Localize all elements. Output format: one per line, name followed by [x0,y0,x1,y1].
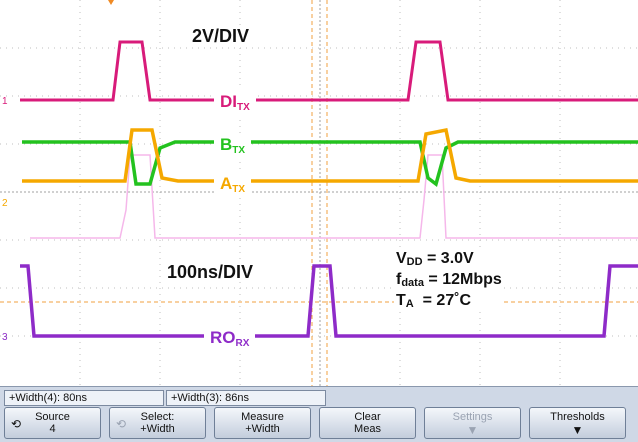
ch-ro-marker: 3 [2,332,8,343]
trace-pale [30,154,638,239]
trigger-marker-icon [108,0,114,5]
rotate-knob-icon: ⟲ [11,417,22,431]
volts-per-div-label: 2V/DIV [190,26,252,46]
down-arrow-icon: ▼ [466,423,479,437]
waveform-screen: 1 2 3 [0,0,638,386]
b-tx-label: BTX [214,133,252,158]
trace-di [20,40,638,102]
cursor-lines [0,0,638,386]
source-softkey[interactable]: ⟲ Source 4 [4,407,101,439]
fdata-condition: fdata = 12Mbps [396,270,502,289]
ro-rx-label: RORX [204,326,256,351]
a-tx-label: ATX [214,172,252,197]
time-per-div-label: 100ns/DIV [165,262,256,282]
measure-softkey[interactable]: Measure +Width [214,407,311,439]
rotate-knob-icon: ⟲ [116,417,127,431]
vdd-condition: VDD = 3.0V [396,250,474,268]
ta-condition: TA = 27˚C [396,291,472,310]
center-axes [0,0,638,386]
trace-a [22,127,638,183]
down-arrow-icon: ▼ [571,423,584,437]
softkey-panel: +Width(4): 80ns +Width(3): 86ns ⟲ Source… [0,386,638,442]
ch-di-marker: 1 [2,96,8,107]
clear-meas-softkey[interactable]: Clear Meas [319,407,416,439]
test-conditions: VDD = 3.0V fdata = 12Mbps TA = 27˚C [394,248,504,313]
di-tx-label: DITX [214,90,256,115]
measurement-readout: +Width(4): 80ns [4,390,164,406]
thresholds-softkey[interactable]: Thresholds ▼ [529,407,626,439]
settings-softkey[interactable]: Settings ▼ [424,407,521,439]
measurement-readout: +Width(3): 86ns [166,390,326,406]
ch-a-marker: 2 [2,198,8,209]
select-softkey[interactable]: ⟲ Select: +Width [109,407,206,439]
trace-ro [20,264,638,338]
